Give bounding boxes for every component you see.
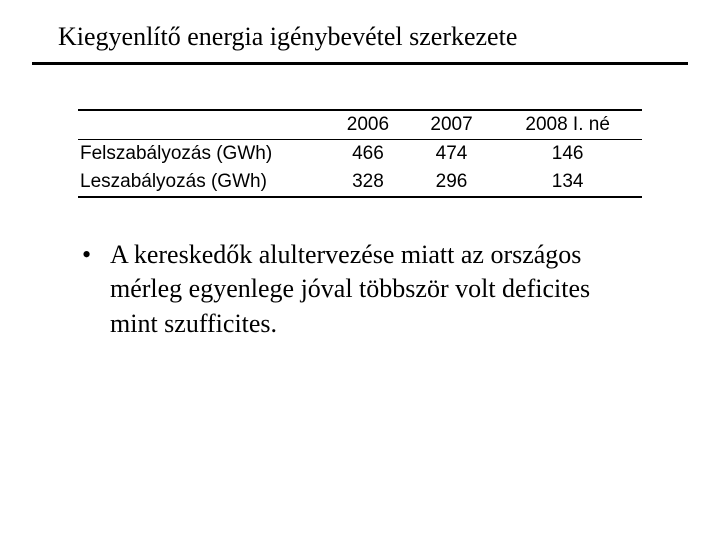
page-title: Kiegyenlítő energia igénybevétel szerkez…: [0, 22, 720, 62]
table-cell: Felszabályozás (GWh): [78, 140, 326, 169]
table-cell: Leszabályozás (GWh): [78, 168, 326, 197]
bullet-item: A kereskedők alultervezése miatt az orsz…: [80, 238, 640, 341]
table-cell: 328: [326, 168, 410, 197]
table-header-cell: [78, 110, 326, 140]
data-table: 2006 2007 2008 I. né Felszabályozás (GWh…: [78, 109, 642, 198]
table-header-cell: 2008 I. né: [493, 110, 642, 140]
data-table-container: 2006 2007 2008 I. né Felszabályozás (GWh…: [78, 109, 642, 198]
title-divider: [32, 62, 688, 65]
table-row: Felszabályozás (GWh) 466 474 146: [78, 140, 642, 169]
table-cell: 146: [493, 140, 642, 169]
table-cell: 466: [326, 140, 410, 169]
table-header-cell: 2006: [326, 110, 410, 140]
table-cell: 296: [410, 168, 494, 197]
table-row: Leszabályozás (GWh) 328 296 134: [78, 168, 642, 197]
table-header-cell: 2007: [410, 110, 494, 140]
table-cell: 474: [410, 140, 494, 169]
table-header-row: 2006 2007 2008 I. né: [78, 110, 642, 140]
table-cell: 134: [493, 168, 642, 197]
bullet-list: A kereskedők alultervezése miatt az orsz…: [80, 238, 640, 341]
